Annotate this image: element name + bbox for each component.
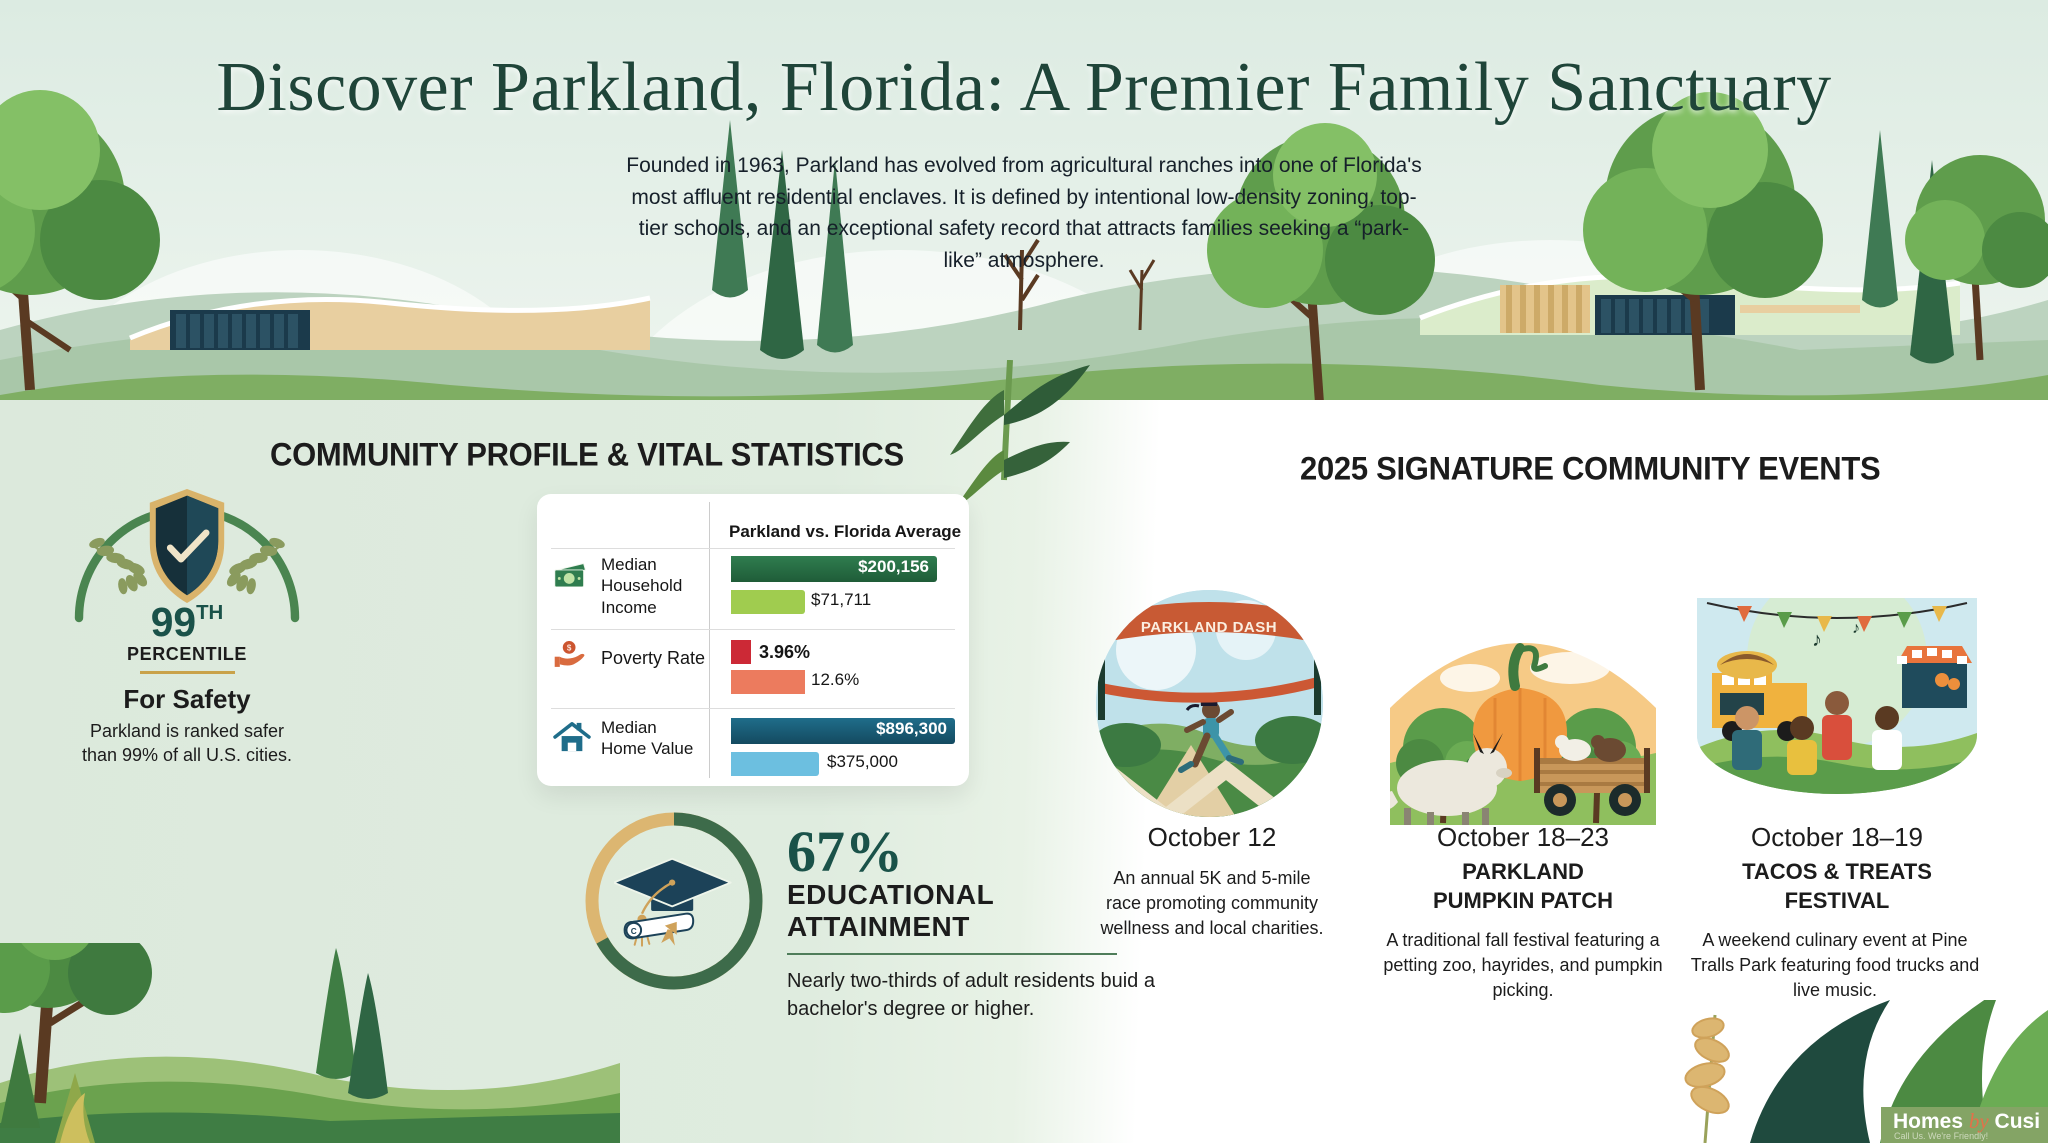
- svg-text:PARKLAND DASH: PARKLAND DASH: [1141, 619, 1277, 636]
- svg-text:♪: ♪: [1852, 620, 1860, 637]
- svg-text:PERCENTILE: PERCENTILE: [127, 644, 247, 664]
- svg-text:C: C: [631, 927, 637, 936]
- svg-text:99TH: 99TH: [151, 599, 224, 645]
- svg-text:$: $: [567, 644, 572, 653]
- svg-text:♪: ♪: [1812, 629, 1822, 651]
